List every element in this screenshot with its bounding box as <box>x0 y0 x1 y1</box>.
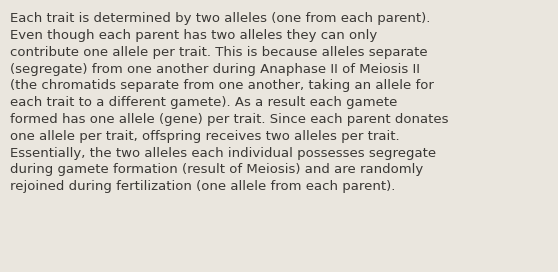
Text: Each trait is determined by two alleles (one from each parent).
Even though each: Each trait is determined by two alleles … <box>10 12 449 193</box>
